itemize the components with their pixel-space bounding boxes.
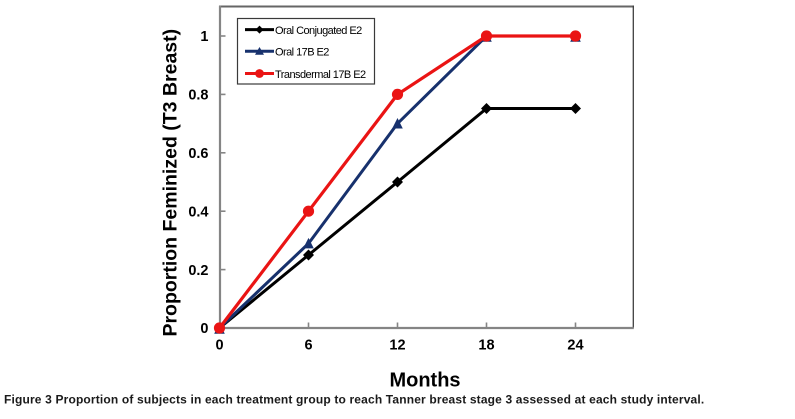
svg-text:6: 6 <box>304 338 312 354</box>
svg-text:Figure 3 Proportion of subject: Figure 3 Proportion of subjects in each … <box>4 393 704 407</box>
svg-text:Transdermal 17B E2: Transdermal 17B E2 <box>275 69 366 81</box>
svg-text:0.4: 0.4 <box>188 204 208 220</box>
svg-text:0.2: 0.2 <box>188 263 208 279</box>
svg-text:0.8: 0.8 <box>188 88 208 104</box>
svg-text:Oral Conjugated E2: Oral Conjugated E2 <box>275 25 362 37</box>
svg-text:Oral 17B E2: Oral 17B E2 <box>275 47 329 59</box>
svg-text:24: 24 <box>567 338 583 354</box>
svg-text:12: 12 <box>389 338 405 354</box>
svg-text:0: 0 <box>215 338 223 354</box>
svg-text:Proportion Feminized (T3 Breas: Proportion Feminized (T3 Breast) <box>160 29 182 337</box>
svg-text:0.6: 0.6 <box>188 146 208 162</box>
svg-text:18: 18 <box>478 338 494 354</box>
svg-text:0: 0 <box>200 321 208 337</box>
svg-text:1: 1 <box>200 29 208 45</box>
svg-text:Months: Months <box>389 370 460 392</box>
